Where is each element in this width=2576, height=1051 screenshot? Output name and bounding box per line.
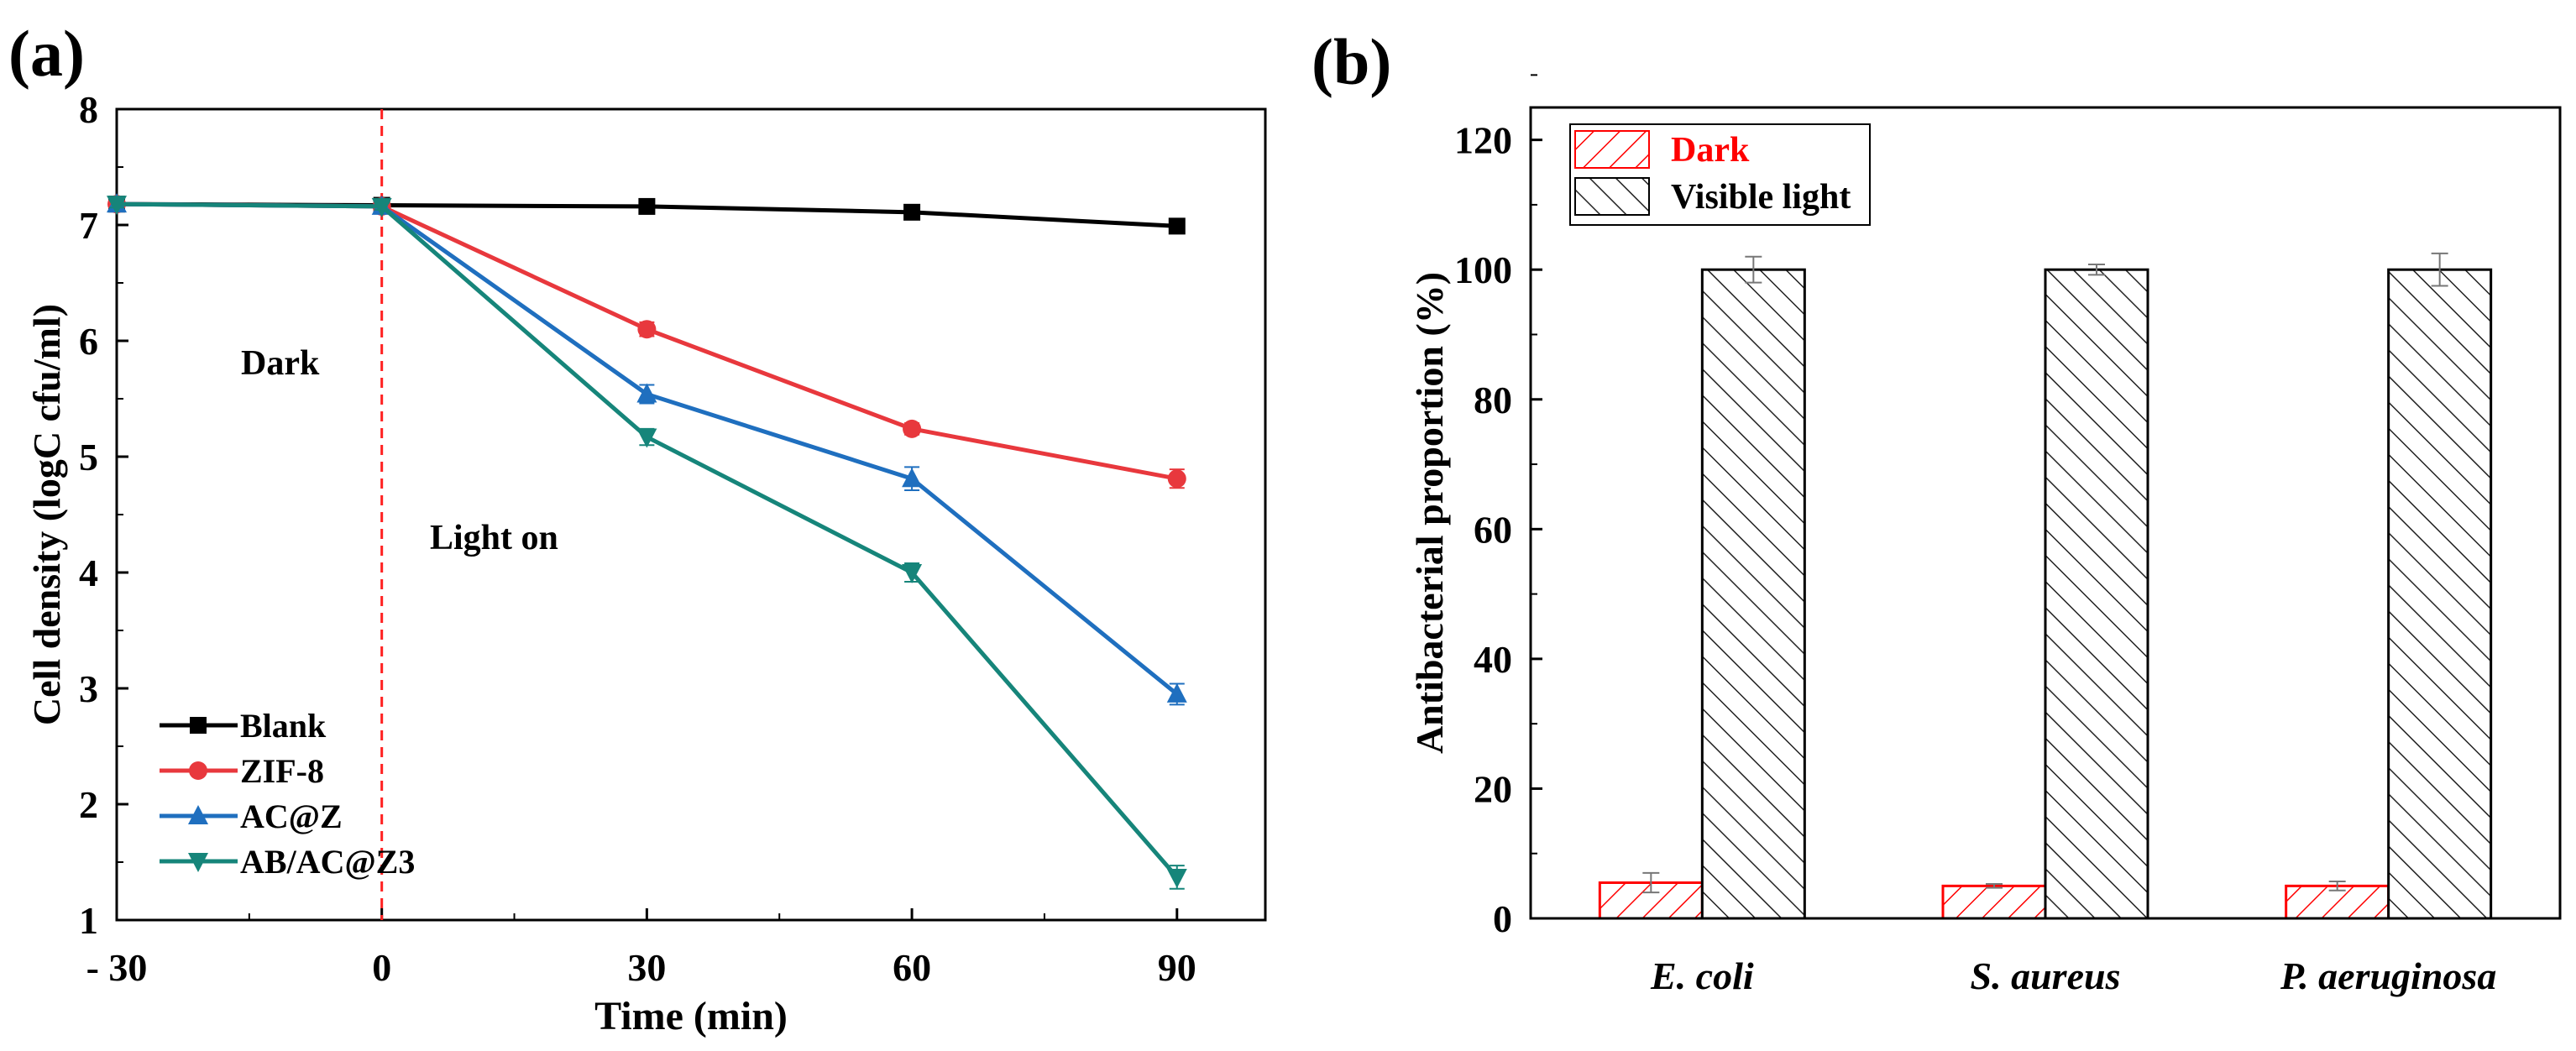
bar-visible-light [2044,268,2149,920]
y-axis-label: Cell density (logC cfu/ml) [25,304,68,725]
legend-label: AB/AC@Z3 [240,843,415,881]
y-tick-label: 40 [1474,638,1512,681]
marker-triangle-up [902,468,923,488]
marker-triangle-down [107,196,127,216]
series-ab-ac-z3 [107,196,1187,890]
x-tick-label: 90 [1158,946,1196,989]
bar-visible-light [1700,268,1806,920]
marker-circle [637,320,657,339]
legend-label: ZIF-8 [240,752,324,790]
legend-label: Visible light [1671,178,1851,217]
panel-b-bar-chart: (b) E. coli S. aureus P. aeruginosa 0 20 40 60 8… [1312,25,2562,997]
panel-label: (b) [1312,25,1391,98]
y-tick-label: 2 [79,783,98,826]
y-tick-label: 0 [1493,897,1512,940]
legend-label: Dark [1671,131,1750,170]
y-tick-label: 7 [79,204,98,247]
y-tick-label: 20 [1474,767,1512,810]
x-tick-label: - 30 [86,946,148,989]
legend-swatch [1574,177,1650,216]
legend-label: AC@Z [240,797,343,835]
marker-square [903,203,921,221]
marker-triangle-up [1166,682,1187,703]
series-blank [108,196,1186,235]
legend-swatch [1574,130,1650,169]
marker-square [190,717,207,734]
marker-circle [1167,469,1186,489]
y-tick-label: 6 [79,320,98,363]
y-tick-label: 1 [79,899,98,942]
marker-circle [903,419,922,438]
marker-square [638,197,656,215]
x-tick-label: S. aureus [1971,954,2121,997]
x-tick-label: 60 [893,946,931,989]
bar-visible-light [2387,268,2493,920]
legend-label: Blank [240,707,327,745]
y-tick-label: 3 [79,667,98,710]
panel-label: (a) [8,17,85,90]
annotation-light-on: Light on [430,519,558,557]
marker-triangle-down [902,564,923,583]
plot-frame [1529,106,2562,920]
y-tick-label: 60 [1474,508,1512,551]
legend: Blank ZIF-8 AC@Z AB/AC@Z3 [160,707,415,881]
marker-triangle-up [188,805,208,824]
marker-triangle-up [636,383,657,403]
y-tick-label: 120 [1454,119,1512,162]
marker-triangle-down [371,197,392,217]
y-tick-label: 100 [1454,248,1512,291]
x-tick-label: E. coli [1650,954,1754,997]
y-tick-label: 8 [79,88,98,131]
x-tick-label: P. aeruginosa [2280,954,2496,997]
marker-circle [189,761,207,780]
bar-dark [1941,884,2047,920]
panel-a-line-chart: (a) 1 2 3 4 5 6 7 8 - 30 0 30 60 90 Time (min) Cell den… [8,17,1267,1038]
marker-triangle-down [1166,868,1187,888]
y-axis-label: Antibacterial proportion (%) [1408,272,1451,754]
annotation-dark: Dark [241,344,320,383]
x-tick-label: 30 [627,946,666,989]
legend: Dark Visible light [1569,123,1871,226]
y-tick-label: 5 [79,436,98,478]
marker-triangle-down [188,853,208,872]
y-tick-label: 80 [1474,379,1512,421]
marker-triangle-down [636,428,657,448]
x-axis-label: Time (min) [594,994,788,1038]
y-tick-label: 4 [79,552,98,594]
marker-square [1168,217,1186,235]
x-tick-label: 0 [372,946,391,989]
